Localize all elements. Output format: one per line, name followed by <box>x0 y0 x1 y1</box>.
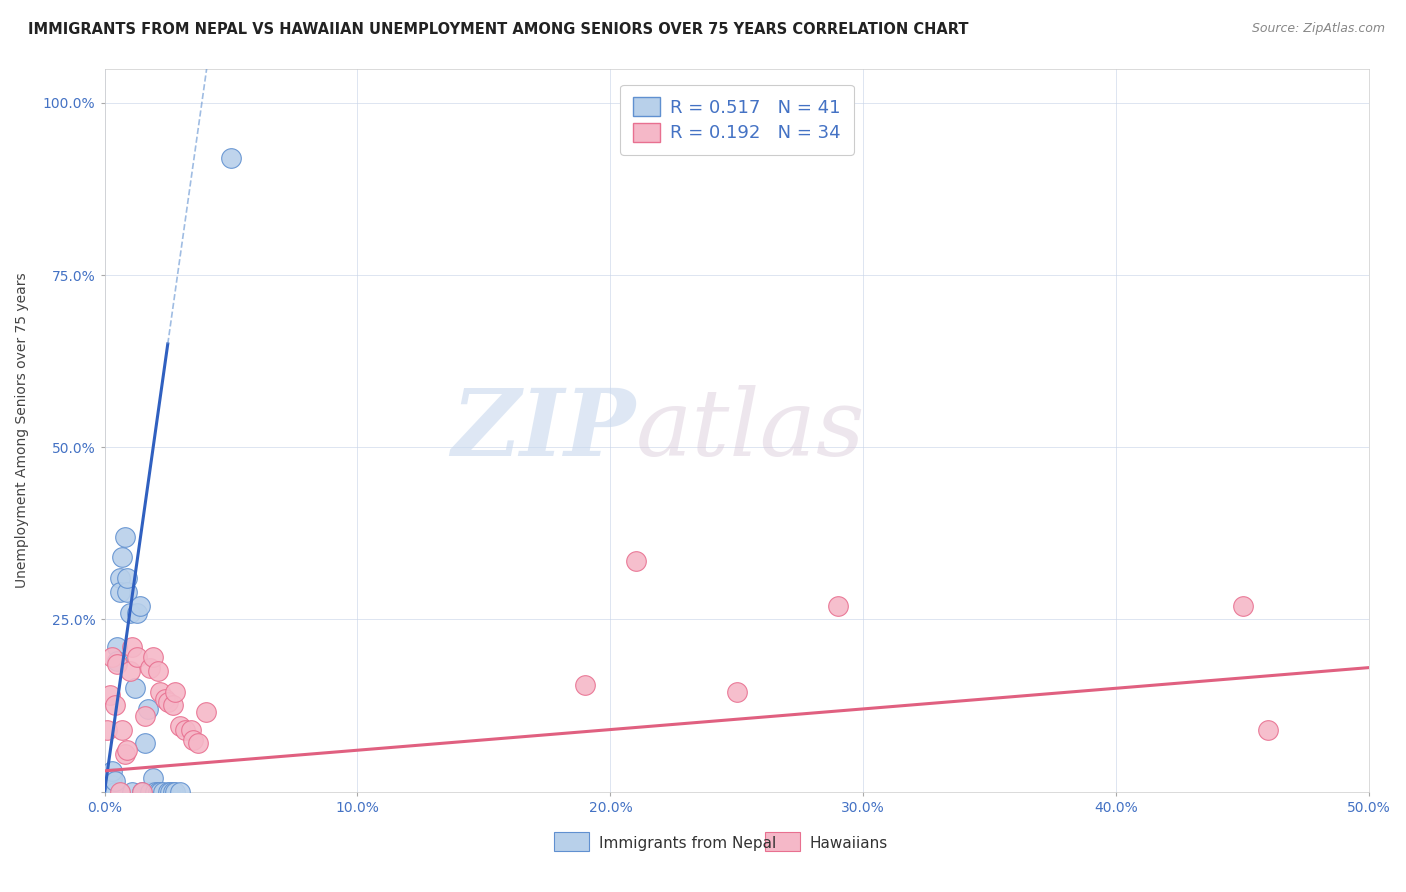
Point <box>725 684 748 698</box>
Point <box>117 571 139 585</box>
Point <box>139 660 162 674</box>
Point <box>108 571 131 585</box>
Text: atlas: atlas <box>636 385 865 475</box>
Text: IMMIGRANTS FROM NEPAL VS HAWAIIAN UNEMPLOYMENT AMONG SENIORS OVER 75 YEARS CORRE: IMMIGRANTS FROM NEPAL VS HAWAIIAN UNEMPL… <box>28 22 969 37</box>
Point <box>111 723 134 737</box>
Point <box>174 723 197 737</box>
Point <box>574 678 596 692</box>
Point <box>127 606 149 620</box>
Point <box>117 743 139 757</box>
Point <box>98 688 121 702</box>
Point <box>181 732 204 747</box>
Point <box>101 764 124 778</box>
Point <box>104 774 127 789</box>
Point <box>114 747 136 761</box>
Point <box>97 784 120 798</box>
Point <box>101 771 124 785</box>
Point <box>96 723 118 737</box>
Point <box>156 695 179 709</box>
Point <box>105 640 128 654</box>
Point <box>149 684 172 698</box>
Point <box>146 784 169 798</box>
Point <box>118 606 141 620</box>
Point <box>1232 599 1254 613</box>
Point <box>169 784 191 798</box>
Point <box>121 784 143 798</box>
Point <box>104 698 127 713</box>
Point <box>827 599 849 613</box>
Point <box>143 784 166 798</box>
Point <box>624 554 647 568</box>
Point <box>156 784 179 798</box>
Point <box>105 654 128 668</box>
Point <box>131 784 153 798</box>
Point <box>101 784 124 798</box>
Point <box>98 784 121 798</box>
Point <box>187 736 209 750</box>
Point <box>111 550 134 565</box>
Point <box>169 719 191 733</box>
Point <box>121 640 143 654</box>
Point <box>180 723 202 737</box>
Point <box>152 784 174 798</box>
Text: Source: ZipAtlas.com: Source: ZipAtlas.com <box>1251 22 1385 36</box>
Text: Immigrants from Nepal: Immigrants from Nepal <box>599 836 776 851</box>
Point <box>155 691 177 706</box>
Point <box>139 784 162 798</box>
Point <box>117 585 139 599</box>
Point <box>108 585 131 599</box>
Point <box>136 702 159 716</box>
Point <box>114 530 136 544</box>
Text: ZIP: ZIP <box>451 385 636 475</box>
Point <box>165 784 187 798</box>
Point <box>105 657 128 672</box>
Point <box>162 784 184 798</box>
Point <box>194 706 217 720</box>
Point <box>142 771 165 785</box>
Point <box>131 784 153 798</box>
Point <box>118 664 141 678</box>
Text: Hawaiians: Hawaiians <box>810 836 889 851</box>
Point <box>159 784 181 798</box>
Legend: R = 0.517   N = 41, R = 0.192   N = 34: R = 0.517 N = 41, R = 0.192 N = 34 <box>620 85 853 155</box>
Point <box>219 151 242 165</box>
Point <box>101 650 124 665</box>
Point <box>165 684 187 698</box>
Point <box>149 784 172 798</box>
Point <box>124 681 146 696</box>
Point <box>162 698 184 713</box>
Point <box>96 781 118 796</box>
Point <box>96 784 118 798</box>
Y-axis label: Unemployment Among Seniors over 75 years: Unemployment Among Seniors over 75 years <box>15 272 30 588</box>
Point <box>108 784 131 798</box>
Point <box>129 599 152 613</box>
Point <box>100 784 122 798</box>
Point <box>98 782 121 797</box>
Point <box>146 664 169 678</box>
Point <box>142 650 165 665</box>
Point <box>127 650 149 665</box>
Point <box>104 784 127 798</box>
Point <box>1257 723 1279 737</box>
Point <box>134 736 156 750</box>
Point <box>94 784 117 798</box>
Point <box>134 708 156 723</box>
Point <box>101 778 124 792</box>
